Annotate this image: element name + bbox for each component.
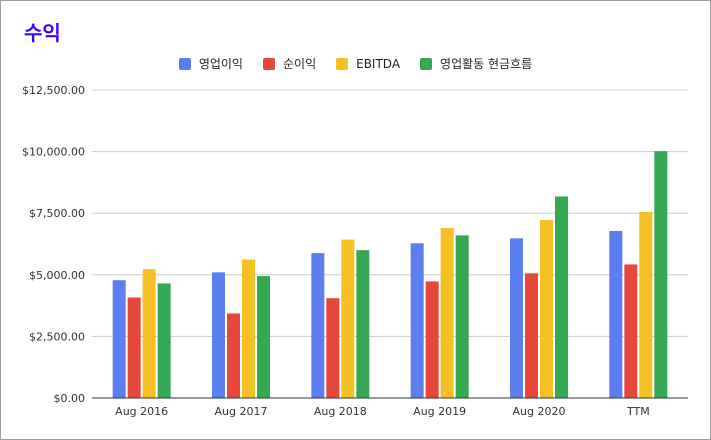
- bar-3: [540, 220, 553, 398]
- x-tick-label: Aug 2019: [413, 405, 466, 418]
- bar-4: [555, 196, 568, 398]
- x-tick-label: Aug 2020: [513, 405, 566, 418]
- legend-swatch: [262, 57, 275, 70]
- legend-swatch: [336, 57, 349, 70]
- legend-swatch: [420, 57, 433, 70]
- bar-3: [440, 227, 454, 398]
- x-tick-label: Aug 2018: [314, 405, 367, 418]
- legend-label: 영업이익: [198, 57, 243, 71]
- legend-item-net-income: 순이익: [262, 55, 317, 72]
- bar-3: [142, 269, 156, 398]
- bar-4: [356, 250, 370, 398]
- legend-swatch: [178, 57, 191, 70]
- bar-1: [410, 243, 424, 398]
- x-tick-label: Aug 2017: [215, 405, 268, 418]
- legend-label: 영업활동 현금흐름: [440, 57, 533, 71]
- y-tick-label: $12,500.00: [22, 84, 85, 97]
- bar-4: [455, 235, 469, 398]
- y-tick-label: $7,500.00: [29, 207, 85, 220]
- bar-3: [639, 211, 653, 398]
- bar-2: [227, 313, 240, 398]
- bar-4: [157, 283, 171, 398]
- bar-1: [609, 230, 623, 398]
- bar-2: [525, 273, 538, 398]
- y-tick-label: $0.00: [54, 392, 86, 405]
- bar-1: [311, 253, 325, 398]
- bar-3: [341, 239, 355, 398]
- bar-1: [510, 238, 523, 398]
- y-tick-label: $5,000.00: [29, 269, 85, 282]
- bar-2: [425, 281, 439, 398]
- y-tick-label: $10,000.00: [22, 146, 85, 159]
- legend-item-ebitda: EBITDA: [336, 55, 400, 72]
- legend: 영업이익 순이익 EBITDA 영업활동 현금흐름: [0, 55, 711, 72]
- legend-item-operating-income: 영업이익: [178, 55, 243, 72]
- x-tick-label: Aug 2016: [115, 405, 168, 418]
- legend-item-operating-cash-flow: 영업활동 현금흐름: [420, 55, 532, 72]
- y-tick-label: $2,500.00: [29, 330, 85, 343]
- bar-1: [212, 272, 225, 398]
- bar-3: [242, 259, 255, 398]
- legend-label: 순이익: [282, 57, 317, 71]
- x-tick-label: TTM: [626, 405, 650, 418]
- bar-2: [127, 297, 141, 398]
- bar-2: [624, 264, 638, 398]
- bar-1: [112, 280, 126, 398]
- legend-label: EBITDA: [356, 56, 401, 71]
- bar-2: [326, 298, 340, 398]
- bar-4: [257, 276, 270, 398]
- bar-4: [654, 151, 668, 398]
- chart-title: 수익: [24, 21, 61, 45]
